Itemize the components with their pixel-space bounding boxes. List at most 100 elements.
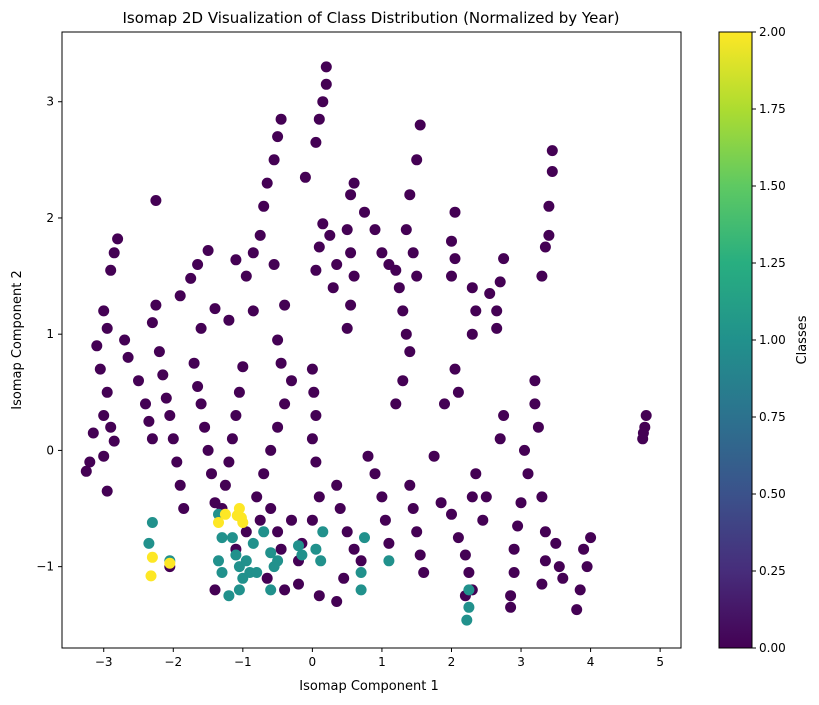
scatter-point-class-0 (223, 314, 235, 326)
scatter-point-class-0 (494, 276, 506, 288)
scatter-point-class-0 (306, 514, 318, 526)
y-axis-label: Isomap Component 2 (10, 270, 25, 409)
x-tick-label: −3 (95, 655, 113, 669)
scatter-point-class-0 (308, 386, 320, 398)
scatter-point-class-0 (199, 421, 211, 433)
scatter-point-class-1 (143, 537, 155, 549)
scatter-point-class-1 (355, 567, 367, 578)
scatter-point-class-0 (446, 508, 457, 520)
scatter-point-class-0 (310, 456, 322, 468)
scatter-point-class-0 (470, 305, 482, 317)
scatter-point-class-1 (233, 584, 245, 596)
scatter-point-class-0 (393, 282, 405, 294)
scatter-point-class-0 (293, 578, 304, 590)
scatter-point-class-0 (119, 334, 131, 346)
scatter-point-class-0 (98, 450, 110, 462)
scatter-point-class-0 (254, 514, 266, 526)
scatter-point-class-0 (439, 398, 450, 410)
scatter-point-class-0 (279, 398, 291, 410)
scatter-point-class-0 (195, 322, 207, 334)
scatter-point-class-0 (331, 259, 343, 270)
scatter-point-class-0 (188, 357, 200, 369)
chart-title: Isomap 2D Visualization of Class Distrib… (122, 9, 619, 27)
scatter-point-class-0 (272, 334, 284, 346)
scatter-point-class-0 (140, 398, 151, 410)
scatter-point-class-0 (279, 299, 291, 311)
scatter-point-class-2 (231, 510, 243, 521)
scatter-point-class-0 (404, 189, 416, 201)
scatter-point-class-1 (315, 555, 327, 567)
scatter-point-class-1 (293, 540, 304, 552)
scatter-point-class-0 (202, 444, 214, 456)
scatter-point-class-0 (508, 543, 520, 555)
colorbar-tick-label: 2.00 (759, 25, 786, 39)
scatter-point-class-0 (585, 532, 597, 544)
scatter-point-class-0 (254, 229, 266, 241)
scatter-point-class-0 (508, 567, 520, 578)
scatter-point-class-0 (122, 351, 134, 363)
scatter-point-class-0 (317, 218, 329, 230)
x-tick-label: 4 (587, 655, 595, 669)
scatter-point-class-0 (146, 317, 158, 329)
scatter-point-class-0 (192, 381, 204, 392)
colorbar-tick-label: 1.75 (759, 102, 786, 116)
scatter-point-class-0 (411, 526, 423, 538)
scatter-point-class-0 (449, 363, 461, 375)
scatter-point-class-0 (466, 328, 478, 340)
scatter-point-class-0 (334, 503, 346, 514)
scatter-point-class-0 (400, 328, 412, 340)
scatter-point-class-0 (209, 584, 221, 596)
scatter-point-class-1 (383, 555, 395, 567)
scatter-point-class-0 (98, 305, 110, 317)
scatter-point-class-0 (348, 270, 360, 282)
scatter-point-class-0 (286, 514, 297, 526)
scatter-point-class-0 (345, 247, 357, 259)
scatter-point-class-0 (411, 270, 423, 282)
y-axis-ticks: −1 0 1 2 3 (36, 95, 62, 574)
scatter-point-class-0 (553, 561, 565, 573)
scatter-point-class-0 (192, 259, 204, 270)
scatter-point-class-0 (390, 398, 402, 410)
scatter-point-class-2 (164, 557, 176, 569)
scatter-point-class-1 (247, 537, 259, 549)
scatter-point-class-0 (143, 415, 155, 427)
scatter-point-class-0 (550, 537, 562, 549)
scatter-point-class-0 (313, 590, 325, 602)
scatter-point-class-0 (512, 520, 524, 532)
colorbar-tick-label: 1.00 (759, 333, 786, 347)
scatter-point-class-1 (213, 555, 224, 567)
scatter-point-class-0 (539, 241, 551, 253)
scatter-point-class-0 (310, 136, 322, 148)
scatter-point-class-0 (446, 235, 457, 247)
scatter-point-class-0 (299, 171, 311, 183)
scatter-point-class-0 (313, 241, 325, 253)
scatter-point-class-0 (223, 456, 235, 468)
scatter-point-class-0 (529, 375, 541, 387)
scatter-point-class-0 (390, 264, 402, 276)
scatter-point-class-1 (463, 584, 475, 596)
scatter-point-class-0 (369, 224, 381, 236)
scatter-point-class-0 (355, 555, 367, 567)
scatter-point-class-0 (543, 229, 555, 241)
scatter-point-class-0 (383, 537, 395, 549)
scatter-point-class-0 (484, 288, 496, 299)
scatter-point-class-0 (174, 479, 186, 491)
y-tick-label: −1 (36, 560, 54, 574)
scatter-point-class-0 (407, 247, 419, 259)
plot-frame (61, 31, 682, 649)
colorbar-label: Classes (795, 315, 810, 364)
scatter-point-class-0 (150, 195, 162, 206)
scatter-point-class-1 (296, 549, 308, 561)
scatter-point-class-0 (404, 346, 416, 358)
scatter-point-class-0 (91, 340, 103, 352)
scatter-point-class-0 (320, 78, 332, 90)
scatter-point-class-0 (466, 491, 478, 503)
scatter-point-class-0 (185, 272, 197, 284)
scatter-point-class-0 (247, 305, 259, 317)
scatter-point-class-0 (324, 229, 336, 241)
scatter-point-class-0 (362, 450, 374, 462)
x-tick-label: 3 (517, 655, 525, 669)
scatter-point-class-0 (414, 549, 426, 561)
scatter-point-class-0 (341, 224, 353, 236)
scatter-point-class-0 (515, 497, 527, 509)
